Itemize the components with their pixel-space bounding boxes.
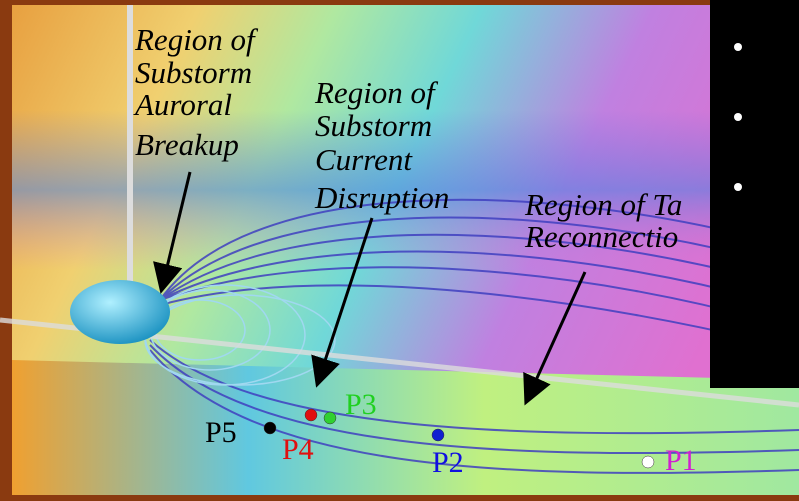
- label-line: Disruption: [314, 180, 449, 215]
- point-dot: [304, 408, 318, 422]
- label-line: Region of: [134, 22, 259, 57]
- points: P1 P2 P3 P4 P5: [205, 388, 697, 479]
- label-line: Auroral: [133, 87, 232, 122]
- label-line: Region of Ta: [524, 187, 682, 222]
- label-line: Reconnectio: [524, 219, 678, 254]
- label-reconnection: Region of Ta Reconnectio: [524, 187, 682, 254]
- point-dot: [263, 421, 277, 435]
- point-label: P3: [345, 388, 377, 421]
- point-dot: [323, 411, 337, 425]
- label-line: Region of: [314, 75, 439, 110]
- arrows: [153, 171, 587, 406]
- label-line: Current: [315, 142, 413, 177]
- floor: [12, 360, 799, 495]
- side-panel: [710, 0, 799, 388]
- point-label: P5: [205, 416, 237, 449]
- bullets: [734, 43, 742, 191]
- label-disruption: Region of Substorm Current Disruption: [314, 75, 449, 215]
- point-dot: [431, 428, 445, 442]
- label-line: Substorm: [135, 55, 252, 90]
- label-line: Breakup: [135, 127, 239, 162]
- earth: [70, 280, 170, 344]
- point-dot: [641, 455, 655, 469]
- point-label: P4: [282, 433, 314, 466]
- point-label: P2: [432, 446, 464, 479]
- label-breakup: Region of Substorm Auroral Breakup: [133, 22, 259, 162]
- point-label: P1: [665, 444, 697, 477]
- band: [12, 110, 799, 270]
- label-line: Substorm: [315, 108, 432, 143]
